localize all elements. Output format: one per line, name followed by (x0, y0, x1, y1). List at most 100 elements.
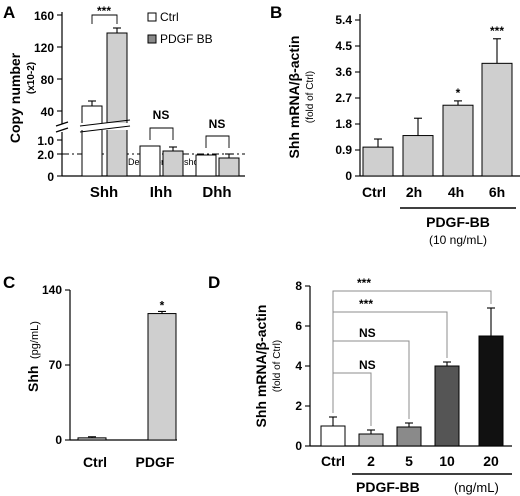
panel-c-sig: * (160, 298, 165, 312)
panel-c-xtick-label: Ctrl (83, 454, 107, 470)
panel-b-yticks: 0 0.9 1.8 2.7 3.6 4.5 5.4 (335, 13, 360, 183)
panel-a-ytick-label: 2.0 (37, 148, 54, 162)
panel-label-b: B (270, 3, 282, 22)
panel-a-xtick-label: Dhh (202, 184, 231, 201)
panel-a-xtick-label: Shh (90, 184, 118, 201)
panel-a-sig-shh: *** (97, 4, 111, 18)
panel-b-y-label: Shh mRNA/β-actin (286, 36, 302, 159)
panel-d-bar (396, 426, 422, 447)
panel-d-brackets: NS NS *** *** (332, 276, 492, 426)
panel-d-bracket (332, 290, 492, 413)
panel-label-c: C (3, 273, 15, 292)
panel-b-group-label: PDGF-BB (426, 214, 490, 230)
panel-d-bracket (332, 372, 372, 426)
panel-c-bars: * (77, 298, 177, 441)
panel-a-bar-break-mark (79, 125, 131, 133)
panel-b-bar (442, 104, 474, 177)
panel-label-d: D (208, 273, 220, 292)
panel-a-bar-dhh-pdgf (218, 157, 240, 177)
panel-b-xtick-label: 2h (406, 184, 422, 200)
panel-d-bracket (332, 311, 448, 413)
panel-b-y-sub: (fold of Ctrl) (305, 71, 316, 123)
panel-d-bar (434, 365, 460, 447)
ytick-label: 6 (295, 319, 302, 333)
panel-d-bar (320, 425, 346, 447)
panel-a-ytick-label: 80 (41, 73, 55, 87)
ytick-label: 2 (295, 399, 302, 413)
panel-a-axis-break-mark (55, 121, 69, 127)
ytick-label: 0.9 (335, 143, 352, 157)
panel-a-y-unit: (x10-2) (26, 62, 37, 94)
panel-d-xtick-label: Ctrl (321, 453, 345, 469)
panel-b-bars: **** (362, 24, 513, 177)
panel-a-ytick-label: 1.0 (37, 134, 54, 148)
panel-d-sig: *** (359, 297, 373, 311)
panel-a-bar-dhh-ctrl (195, 154, 217, 177)
panel-a-bar-break-mark (79, 119, 131, 127)
panel-d-sig: *** (357, 276, 371, 290)
panel-a-ytick-label: 120 (34, 41, 54, 55)
panel-d-bar (358, 433, 384, 447)
panel-d: D Shh mRNA/β-actin (fold of Ctrl) 02468 … (208, 273, 512, 495)
panel-a-bar-shh-ctrl (81, 105, 103, 177)
panel-c-bar (77, 437, 107, 441)
panel-c-y-unit: (pg/mL) (29, 321, 41, 359)
panel-a-bar-shh-pdgf (106, 32, 128, 177)
panel-a-bracket-shh (91, 14, 118, 24)
panel-d-sig: NS (359, 326, 376, 340)
panel-d-yticks: 0 2 4 6 8 (295, 279, 310, 453)
ytick-label: 4.5 (335, 39, 352, 53)
panel-b-xtick-label: Ctrl (362, 184, 386, 200)
ytick-label: 4 (295, 359, 302, 373)
panel-b-xtick-label: 4h (448, 184, 464, 200)
panel-b-group-sub: (10 ng/mL) (429, 233, 487, 247)
panel-a-sig-ihh: NS (153, 108, 170, 122)
panel-label-a: A (3, 3, 15, 22)
panel-a-axis-break-mark (55, 127, 69, 133)
panel-d-bars (320, 307, 504, 447)
panel-c-yticks: 0 70 140 (42, 283, 70, 447)
panel-c-xtick-label: PDGF (136, 454, 175, 470)
panel-c-bar (147, 313, 177, 441)
panel-a: A Copy number (x10-2) 160 120 80 40 1.0 … (3, 3, 245, 201)
panel-a-y-label: Copy number (7, 52, 23, 143)
panel-b-sig: * (456, 86, 461, 100)
ytick-label: 3.6 (335, 65, 352, 79)
panel-a-sig-dhh: NS (209, 117, 226, 131)
panel-d-group-label: PDGF-BB (356, 479, 420, 495)
panel-b-bar (481, 62, 513, 177)
panel-a-ytick-label: 40 (41, 105, 55, 119)
panel-a-bar-ihh-pdgf (162, 150, 184, 177)
panel-a-legend-ctrl: Ctrl (160, 10, 179, 24)
panel-a-legend-pdgf: PDGF BB (160, 32, 213, 46)
panel-d-y-sub: (fold of Ctrl) (272, 340, 283, 392)
panel-b: B Shh mRNA/β-actin (fold of Ctrl) 0 0.9 1.… (270, 3, 520, 247)
panel-c: C Shh (pg/mL) 0 70 140 * Ctrl PDGF (3, 273, 177, 470)
panel-a-legend-swatch-pdgf (147, 34, 157, 44)
ytick-label: 0 (295, 439, 302, 453)
ytick-label: 140 (42, 283, 62, 297)
panel-d-xtick-label: 20 (483, 453, 499, 469)
panel-d-sig: NS (359, 358, 376, 372)
panel-a-bar-break-gap (78, 123, 132, 130)
ytick-label: 2.7 (335, 91, 352, 105)
panel-b-sig: *** (490, 24, 504, 38)
panel-b-bar (362, 146, 394, 177)
panel-d-xtick-label: 2 (367, 453, 375, 469)
panel-d-y-label: Shh mRNA/β-actin (253, 305, 269, 428)
ytick-label: 70 (49, 358, 63, 372)
ytick-label: 1.8 (335, 117, 352, 131)
panel-a-bracket-dhh (205, 135, 230, 148)
ytick-label: 0 (55, 433, 62, 447)
panel-a-legend-swatch-ctrl (147, 12, 157, 22)
panel-d-xtick-label: 10 (439, 453, 455, 469)
panel-a-bracket-ihh (149, 127, 174, 140)
ytick-label: 0 (345, 169, 352, 183)
ytick-label: 8 (295, 279, 302, 293)
panel-d-bar (478, 335, 504, 447)
panel-d-xtick-label: 5 (405, 453, 413, 469)
panel-a-ytick-label: 0 (47, 170, 54, 184)
panel-a-ytick-label: 160 (34, 9, 54, 23)
panel-a-bar-ihh-ctrl (139, 145, 161, 177)
panel-d-group-unit: (ng/mL) (454, 480, 499, 495)
